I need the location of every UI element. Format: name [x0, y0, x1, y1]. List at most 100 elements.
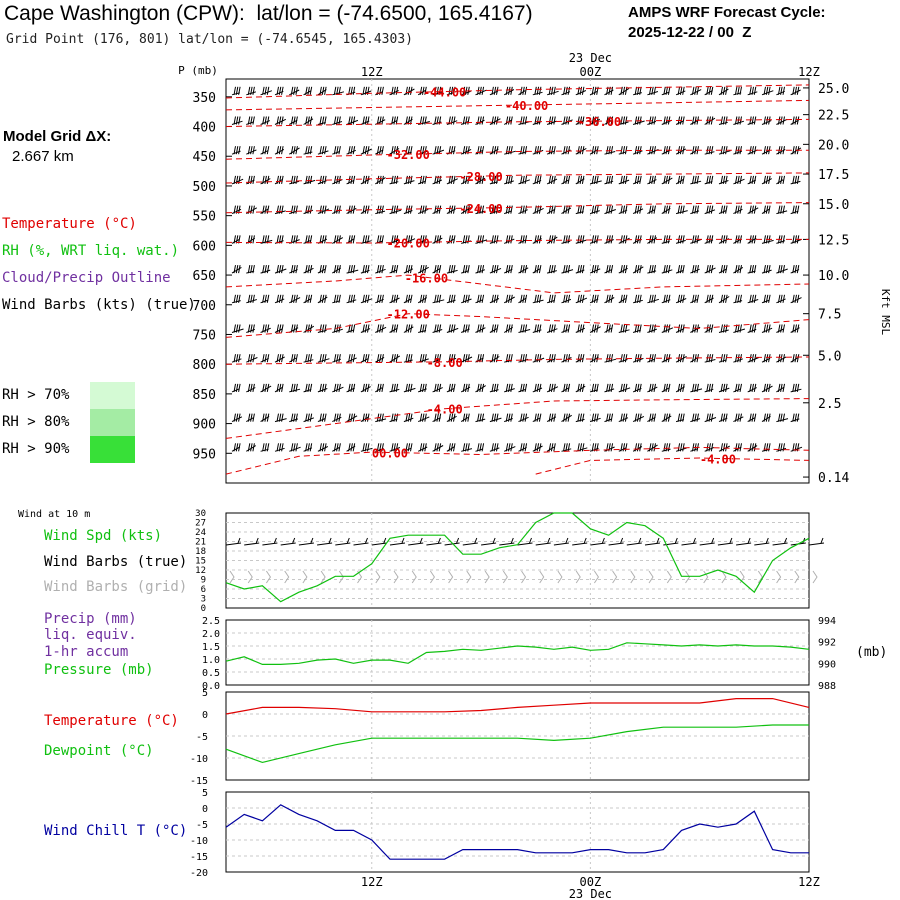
barb-flag: [610, 413, 614, 422]
barb-flag: [424, 443, 427, 452]
barb-flag: [796, 205, 800, 214]
barb-flag: [749, 383, 752, 392]
barb-flag: [510, 383, 513, 392]
barb-shaft: [274, 328, 283, 333]
barb-flag: [479, 443, 482, 452]
barb-flag: [438, 383, 442, 392]
barb-flag: [536, 294, 540, 303]
barb-flag: [596, 265, 599, 274]
barb-flag: [424, 294, 427, 303]
barb-flag: [581, 294, 585, 303]
barb-flag: [448, 383, 451, 392]
windchill-tick-label: -15: [190, 852, 208, 863]
grid-wind-barb: [521, 570, 527, 584]
barb-flag: [682, 86, 685, 95]
barb-flag: [777, 294, 781, 303]
barb-flag: [479, 175, 482, 184]
wind-tick-label: 0: [201, 604, 206, 614]
barb-shaft: [303, 389, 312, 393]
barb-flag: [550, 294, 554, 303]
windchill-tick-label: -5: [196, 820, 208, 831]
barb-flag: [491, 354, 494, 363]
barb-flag: [352, 413, 356, 422]
barb-flag: [479, 413, 482, 422]
barb-flag: [295, 265, 298, 274]
barb-flag: [606, 205, 609, 214]
barb-flag: [350, 413, 353, 422]
barb-flag: [636, 265, 640, 274]
barb-flag: [763, 383, 766, 392]
barb-flag: [653, 443, 656, 452]
barb-flag: [696, 175, 699, 184]
barb-flag: [321, 354, 325, 363]
barb-flag: [276, 354, 279, 363]
kft-tick-label: 5.0: [818, 349, 841, 364]
barb-flag: [438, 413, 442, 422]
barb-flag: [422, 146, 425, 155]
barb-flag: [610, 116, 614, 125]
barb-flag: [706, 205, 709, 214]
barb-flag: [622, 235, 626, 244]
barb-flag: [538, 294, 542, 303]
barb-flag: [293, 205, 296, 214]
barb-flag: [295, 443, 298, 452]
kft-tick-label: 15.0: [818, 198, 849, 213]
barb-flag: [235, 383, 239, 392]
barb-flag: [376, 235, 380, 244]
barb-flag: [725, 175, 728, 184]
barb-flag: [422, 175, 425, 184]
barb-flag: [264, 175, 267, 184]
barb-flag: [448, 265, 451, 274]
windchill-tick-label: 5: [202, 788, 208, 799]
barb-flag: [336, 383, 339, 392]
barb-flag: [691, 294, 695, 303]
barb-flag: [608, 175, 611, 184]
barb-flag: [247, 146, 251, 155]
barb-flag: [548, 413, 552, 422]
barb-flag: [536, 383, 540, 392]
barb-shaft: [317, 268, 326, 274]
barb-flag: [524, 116, 528, 125]
barb-flag: [362, 294, 365, 303]
isotherm-label: -28.00: [459, 170, 502, 184]
barb-flag: [281, 86, 284, 95]
barb-flag: [577, 383, 580, 392]
barb-flag: [651, 235, 654, 244]
barb-flag: [338, 443, 341, 452]
barb-flag: [467, 294, 470, 303]
barb-flag: [295, 116, 298, 125]
barb-flag: [796, 265, 800, 274]
barb-flag: [381, 116, 384, 125]
barb-flag: [508, 175, 511, 184]
barb-flag: [749, 116, 752, 125]
barb-flag: [577, 175, 580, 184]
barb-flag: [792, 116, 795, 125]
rh-level-90-label: RH > 90%: [2, 441, 70, 457]
barb-flag: [663, 235, 666, 244]
barb-flag: [290, 146, 294, 155]
barb-flag: [782, 116, 785, 125]
wind-tick-label: 21: [195, 538, 206, 548]
barb-flag: [737, 324, 740, 333]
barb-flag: [636, 294, 640, 303]
barb-flag: [395, 116, 399, 125]
barb-flag: [782, 265, 785, 274]
barb-flag: [262, 413, 265, 422]
barb-flag: [653, 205, 656, 214]
barb-flag: [407, 265, 411, 274]
barb-flag: [708, 443, 711, 452]
barb-flag: [739, 324, 742, 333]
true-wind-barb: [572, 537, 588, 546]
barb-flag: [548, 443, 552, 452]
barb-flag: [579, 175, 583, 184]
barb-flag: [593, 265, 597, 274]
barb-flag: [410, 86, 413, 95]
barb-flag: [796, 175, 800, 184]
barb-flag: [247, 383, 251, 392]
barb-flag: [694, 116, 697, 125]
barb-flag: [391, 413, 394, 422]
barb-flag: [352, 175, 356, 184]
barb-flag: [610, 324, 614, 333]
barb-flag: [610, 175, 614, 184]
isotherm-label: -8.00: [427, 356, 463, 370]
